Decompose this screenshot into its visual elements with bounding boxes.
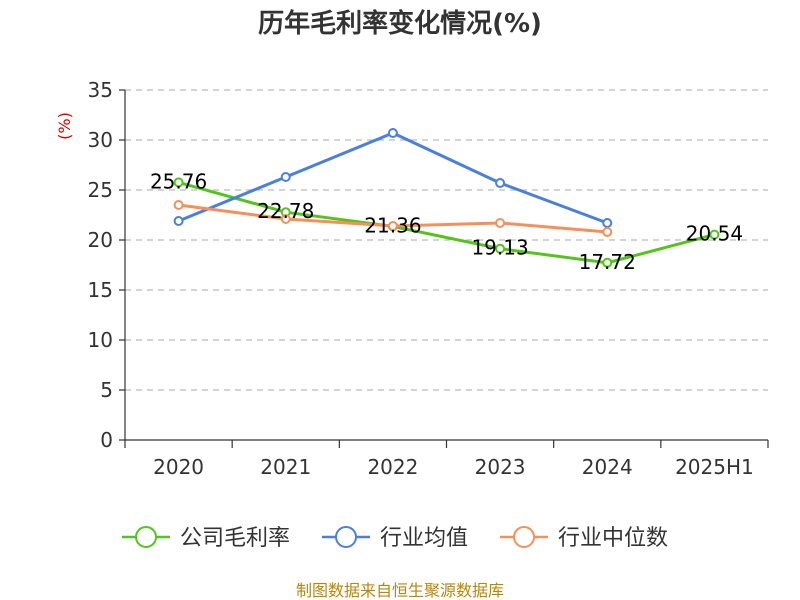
legend-marker	[335, 526, 357, 548]
y-tick-label: 35	[88, 78, 113, 102]
data-point	[602, 257, 613, 268]
data-label: 21.36	[364, 213, 421, 237]
data-point	[173, 200, 184, 210]
y-tick-label: 0	[100, 428, 113, 452]
data-point	[173, 177, 184, 188]
series-points	[173, 128, 720, 268]
data-point	[495, 178, 506, 188]
data-point	[280, 214, 291, 224]
data-point	[280, 172, 291, 182]
x-tick-label: 2025H1	[675, 455, 754, 479]
x-tick-label: 2022	[367, 455, 418, 479]
y-tick-label: 15	[88, 278, 113, 302]
data-label: 25.76	[150, 169, 207, 193]
y-tick-label: 20	[88, 228, 113, 252]
data-point	[495, 243, 506, 254]
data-point	[602, 227, 613, 237]
series-lines	[178, 131, 715, 265]
data-point	[387, 128, 398, 138]
source-note: 制图数据来自恒生聚源数据库	[296, 581, 504, 600]
legend[interactable]: 公司毛利率 行业均值 行业中位数	[122, 526, 668, 551]
data-point	[387, 221, 398, 231]
series-line-1	[178, 131, 608, 225]
y-tick-label: 10	[88, 328, 113, 352]
legend-label: 行业均值	[380, 526, 468, 551]
data-label: 22.78	[257, 199, 314, 223]
data-label: 20.54	[686, 222, 743, 246]
series-line-0	[178, 180, 715, 265]
x-tick-label: 2021	[260, 455, 311, 479]
x-tick-label: 2020	[153, 455, 204, 479]
data-point	[173, 216, 184, 226]
legend-marker	[135, 526, 157, 548]
data-point	[602, 218, 613, 228]
legend-item-1[interactable]: 行业均值	[322, 526, 468, 551]
axes: 0 5 10 15 20 25 30 35 2020 2021 2022 2023 2024 2025H1	[88, 78, 769, 479]
y-tick-label: 25	[88, 178, 113, 202]
x-tick-label: 2023	[475, 455, 526, 479]
legend-label: 行业中位数	[558, 526, 668, 551]
data-labels: 25.76 22.78 21.36 19.13 17.72 20.54	[150, 169, 743, 273]
legend-item-2[interactable]: 行业中位数	[500, 526, 668, 551]
legend-label: 公司毛利率	[180, 526, 290, 551]
y-tick-label: 5	[100, 378, 113, 402]
data-point	[495, 218, 506, 228]
data-label: 19.13	[471, 236, 528, 260]
data-label: 17.72	[579, 250, 636, 274]
y-tick-label: 30	[88, 128, 113, 152]
chart-title: 历年毛利率变化情况(%)	[258, 8, 542, 39]
legend-marker	[513, 526, 535, 548]
grid-lines	[125, 89, 768, 391]
y-axis-unit: (%)	[55, 112, 74, 140]
x-tick-label: 2024	[582, 455, 633, 479]
legend-item-0[interactable]: 公司毛利率	[122, 526, 290, 551]
data-point	[709, 229, 720, 240]
